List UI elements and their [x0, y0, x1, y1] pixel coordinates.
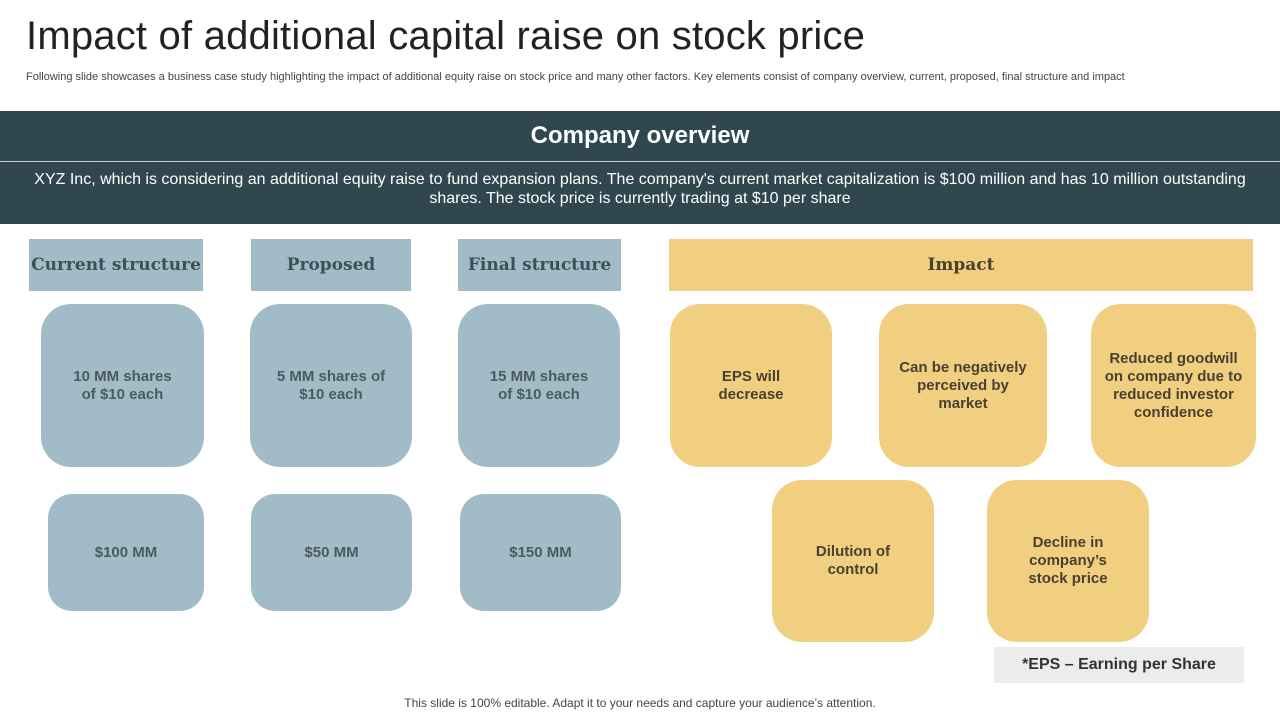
impact-decline-text: Decline in company’s stock price [1028, 534, 1108, 587]
current-value-text: $100 MM [94, 543, 158, 561]
header-final-structure: Final structure [458, 239, 621, 291]
final-shares-card: 15 MM shares of $10 each [458, 304, 620, 467]
impact-perception-card: Can be negatively perceived by market [879, 304, 1047, 467]
final-shares-text: 15 MM shares of $10 each [489, 367, 589, 403]
current-value-card: $100 MM [48, 494, 204, 611]
current-shares-card: 10 MM shares of $10 each [41, 304, 204, 467]
header-proposed: Proposed [251, 239, 411, 291]
proposed-shares-text: 5 MM shares of $10 each [276, 367, 386, 403]
slide-subtitle: Following slide showcases a business cas… [26, 71, 1125, 83]
proposed-value-card: $50 MM [251, 494, 412, 611]
slide-footer: This slide is 100% editable. Adapt it to… [404, 696, 876, 710]
impact-dilution-text: Dilution of control [815, 543, 891, 578]
header-impact: Impact [669, 239, 1253, 291]
company-overview-band: Company overview XYZ Inc, which is consi… [0, 111, 1280, 224]
impact-goodwill-card: Reduced goodwill on company due to reduc… [1091, 304, 1256, 467]
current-shares-text: 10 MM shares of $10 each [73, 367, 172, 403]
impact-dilution-card: Dilution of control [772, 480, 934, 642]
final-value-text: $150 MM [509, 543, 572, 561]
impact-decline-card: Decline in company’s stock price [987, 480, 1149, 642]
overview-divider [0, 161, 1280, 162]
impact-eps-card: EPS will decrease [670, 304, 832, 467]
impact-goodwill-text: Reduced goodwill on company due to reduc… [1104, 349, 1243, 421]
overview-heading: Company overview [530, 122, 750, 149]
final-value-card: $150 MM [460, 494, 621, 611]
proposed-value-text: $50 MM [304, 543, 359, 561]
header-current-structure: Current structure [29, 239, 203, 291]
impact-eps-text: EPS will decrease [718, 367, 784, 403]
eps-footnote: *EPS – Earning per Share [994, 647, 1244, 683]
overview-text: XYZ Inc, which is considering an additio… [34, 171, 1246, 207]
slide-title: Impact of additional capital raise on st… [26, 14, 866, 58]
impact-perception-text: Can be negatively perceived by market [899, 358, 1027, 412]
proposed-shares-card: 5 MM shares of $10 each [250, 304, 412, 467]
